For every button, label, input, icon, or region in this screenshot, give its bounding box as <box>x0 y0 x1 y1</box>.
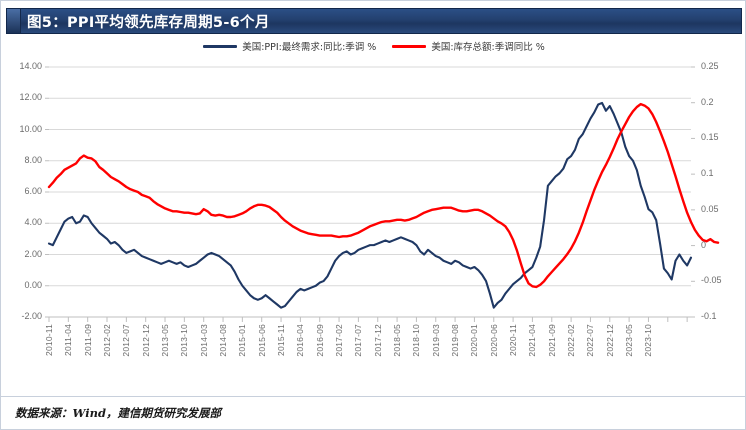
x-axis-tick: 2021-04 <box>527 324 537 357</box>
source-note: 数据来源：Wind，建信期货研究发展部 <box>15 405 221 421</box>
x-axis-tick: 2012-12 <box>141 324 151 357</box>
chart-plot-area: -2.00 0.00 2.00 4.00 6.00 8.00 10.00 12.00 14.00… <box>1 59 746 391</box>
x-axis-tick: 2016-09 <box>315 324 325 357</box>
legend-label-ppi: 美国:PPI:最终需求:同比:季调 % <box>242 39 376 53</box>
y-axis-right-tick: 0.15 <box>701 132 719 142</box>
x-axis-tick: 2017-12 <box>373 324 383 357</box>
y-axis-right-tick: -0.1 <box>701 311 717 321</box>
legend-swatch-ppi <box>203 45 237 48</box>
x-axis-tick: 2018-10 <box>411 324 421 357</box>
x-axis-tick: 2013-05 <box>160 324 170 357</box>
x-axis-tick: 2012-02 <box>102 324 112 357</box>
y-axis-left-tick: 12.00 <box>1 92 42 102</box>
x-axis-tick: 2020-01 <box>469 324 479 357</box>
page-title: 图5：PPI平均领先库存周期5-6个月 <box>27 11 270 32</box>
x-axis-tick: 2021-09 <box>547 324 557 357</box>
x-axis-tick: 2012-07 <box>121 324 131 357</box>
x-axis-tick: 2014-08 <box>218 324 228 357</box>
x-axis-tick: 2017-07 <box>353 324 363 357</box>
x-axis-tick: 2020-11 <box>508 324 518 356</box>
x-axis-tick: 2020-06 <box>489 324 499 357</box>
x-axis-tick: 2015-06 <box>257 324 267 357</box>
y-axis-right-tick: 0.1 <box>701 168 714 178</box>
x-axis-tick: 2019-03 <box>431 324 441 357</box>
x-axis-tick: 2022-12 <box>605 324 615 357</box>
y-axis-left-tick: 2.00 <box>1 249 42 259</box>
x-axis-tick: 2010-11 <box>44 324 54 356</box>
x-axis-tick: 2022-02 <box>566 324 576 357</box>
x-axis-tick: 2019-08 <box>450 324 460 357</box>
legend-label-inventory: 美国:库存总额:季调同比 % <box>431 39 544 53</box>
x-axis-tick: 2014-03 <box>199 324 209 357</box>
chart-legend: 美国:PPI:最终需求:同比:季调 % 美国:库存总额:季调同比 % <box>1 39 746 53</box>
x-axis-tick: 2015-01 <box>237 324 247 357</box>
y-axis-left-tick: -2.00 <box>1 311 42 321</box>
legend-item-inventory[interactable]: 美国:库存总额:季调同比 % <box>392 39 544 53</box>
y-axis-left-tick: 8.00 <box>1 155 42 165</box>
figure-title-bar: 图5：PPI平均领先库存周期5-6个月 <box>6 8 742 34</box>
y-axis-left-tick: 6.00 <box>1 186 42 196</box>
y-axis-left-tick: 10.00 <box>1 124 42 134</box>
x-axis-tick: 2011-09 <box>83 324 93 356</box>
y-axis-left-tick: 4.00 <box>1 217 42 227</box>
x-axis-tick: 2011-04 <box>63 324 73 356</box>
x-axis-tick: 2015-11 <box>276 324 286 356</box>
y-axis-right-tick: 0.2 <box>701 97 714 107</box>
x-axis-tick: 2018-05 <box>392 324 402 357</box>
x-axis-tick: 2023-05 <box>624 324 634 357</box>
legend-swatch-inventory <box>392 45 426 48</box>
y-axis-right-tick: 0 <box>701 240 706 250</box>
y-axis-right-tick: 0.25 <box>701 61 719 71</box>
x-axis-tick: 2023-10 <box>643 324 653 357</box>
y-axis-left-tick: 0.00 <box>1 280 42 290</box>
figure-footer: 数据来源：Wind，建信期货研究发展部 <box>1 396 746 429</box>
x-axis-tick: 2022-07 <box>585 324 595 357</box>
y-axis-right-tick: 0.05 <box>701 204 719 214</box>
y-axis-right-tick: -0.05 <box>701 275 722 285</box>
x-axis-tick: 2016-04 <box>295 324 305 357</box>
x-axis-tick: 2013-10 <box>179 324 189 357</box>
figure-container: 图5：PPI平均领先库存周期5-6个月 美国:PPI:最终需求:同比:季调 % … <box>0 0 746 430</box>
legend-item-ppi[interactable]: 美国:PPI:最终需求:同比:季调 % <box>203 39 376 53</box>
y-axis-left-tick: 14.00 <box>1 61 42 71</box>
x-axis-tick: 2017-02 <box>334 324 344 357</box>
